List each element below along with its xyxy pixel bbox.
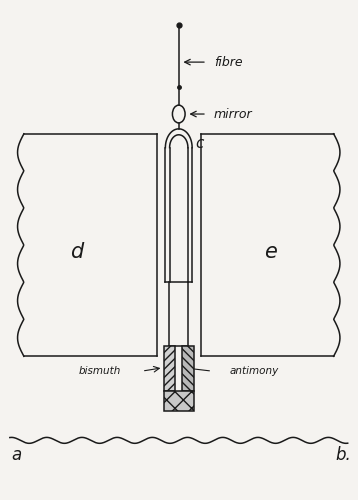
Text: d: d — [70, 242, 83, 262]
Text: mirror: mirror — [214, 108, 253, 120]
Text: b.: b. — [335, 446, 351, 464]
Bar — [182, 346, 194, 391]
Text: antimony: antimony — [230, 366, 279, 376]
Bar — [164, 391, 194, 410]
Text: e: e — [264, 242, 277, 262]
Bar — [164, 346, 175, 391]
Text: a: a — [11, 446, 22, 464]
Text: fibre: fibre — [214, 56, 243, 68]
Text: c: c — [196, 136, 204, 151]
Text: bismuth: bismuth — [78, 366, 121, 376]
